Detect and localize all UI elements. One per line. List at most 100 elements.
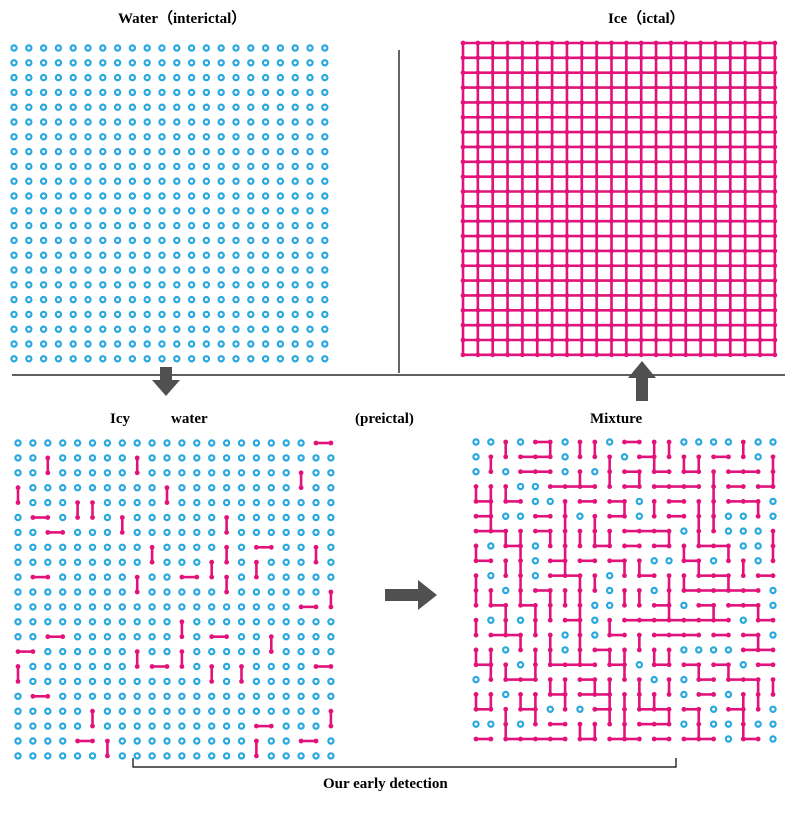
water-molecule [99, 73, 107, 82]
ice-node [726, 602, 731, 608]
ice-node [562, 558, 568, 564]
ice-node [683, 40, 689, 46]
ice-node [757, 233, 763, 239]
ice-node [666, 692, 672, 697]
water-molecule [297, 588, 305, 596]
water-molecule [291, 192, 299, 200]
water-molecule [44, 618, 52, 626]
water-molecule [306, 251, 314, 259]
ice-node [740, 602, 746, 608]
ice-node [770, 692, 776, 697]
water-molecule [128, 236, 137, 245]
water-molecule [163, 737, 171, 745]
ice-node [503, 454, 509, 460]
ice-node [592, 499, 598, 504]
ice-node [740, 721, 746, 727]
water-molecule [247, 118, 255, 126]
water-molecule [118, 722, 127, 730]
water-molecule [193, 558, 201, 566]
water-molecule [297, 513, 305, 522]
ice-node [772, 248, 778, 254]
water-molecule [695, 646, 703, 654]
ice-node [490, 144, 496, 150]
water-molecule [282, 573, 290, 581]
water-molecule [187, 281, 196, 289]
ice-node [490, 248, 496, 254]
ice-node [534, 233, 540, 239]
water-molecule [261, 355, 270, 363]
water-molecule [282, 439, 290, 447]
ice-node [698, 293, 703, 298]
water-molecule [282, 707, 290, 715]
ice-node [254, 574, 259, 580]
ice-node [475, 40, 481, 46]
ice-node [298, 604, 304, 610]
ice-node [577, 454, 583, 460]
ice-node [683, 233, 689, 239]
water-molecule [54, 147, 63, 156]
ice-node [488, 692, 494, 697]
ice-node [460, 114, 466, 120]
water-molecule [163, 707, 171, 715]
water-molecule [217, 340, 225, 348]
water-molecule [148, 469, 156, 477]
water-molecule [193, 588, 201, 596]
ice-node [179, 619, 185, 625]
water-molecule [202, 192, 211, 200]
water-molecule [118, 439, 127, 447]
ice-node [636, 484, 642, 489]
water-molecule [327, 618, 335, 626]
label-water-interictal: Water（interictal） [118, 11, 247, 27]
ice-node [149, 544, 155, 550]
ice-node [636, 677, 642, 682]
ice-node [727, 144, 733, 150]
ice-node [607, 721, 613, 727]
ice-node [651, 469, 657, 475]
water-molecule [202, 103, 211, 111]
ice-node [666, 588, 672, 593]
water-molecule [237, 484, 246, 492]
water-molecule [143, 266, 151, 274]
water-molecule [312, 618, 320, 626]
label-early-detection: Our early detection [323, 776, 448, 792]
water-molecule [128, 133, 137, 141]
water-molecule [14, 454, 22, 462]
water-molecule [306, 295, 314, 304]
water-molecule [10, 325, 18, 333]
ice-node [503, 736, 509, 742]
water-molecule [267, 618, 275, 626]
ice-node [594, 337, 600, 343]
ice-node [772, 322, 778, 328]
water-molecule [561, 438, 569, 446]
water-molecule [261, 266, 270, 274]
ice-node [268, 723, 274, 729]
water-molecule [69, 73, 77, 82]
ice-node [727, 100, 733, 105]
ice-node [224, 634, 230, 640]
water-molecule [29, 737, 37, 745]
ice-node [742, 352, 748, 358]
water-molecule [173, 44, 181, 52]
ice-node [742, 322, 748, 328]
water-molecule [754, 453, 762, 461]
water-molecule [158, 295, 166, 304]
water-molecule [769, 601, 777, 610]
ice-node [770, 469, 776, 475]
water-molecule [148, 513, 156, 522]
water-molecule [44, 543, 52, 552]
ice-node [696, 692, 702, 697]
ice-node [681, 588, 687, 593]
water-molecule [173, 118, 181, 126]
ice-node [609, 55, 614, 61]
water-molecule [25, 177, 33, 185]
ice-node [475, 203, 481, 209]
ice-node [727, 322, 733, 328]
ice-node [503, 528, 509, 534]
ice-node [666, 543, 672, 549]
water-molecule [297, 543, 305, 552]
water-molecule [665, 557, 673, 565]
ice-node [711, 484, 716, 489]
ice-node [533, 617, 538, 623]
water-molecule [282, 469, 290, 477]
ice-node [651, 632, 657, 638]
